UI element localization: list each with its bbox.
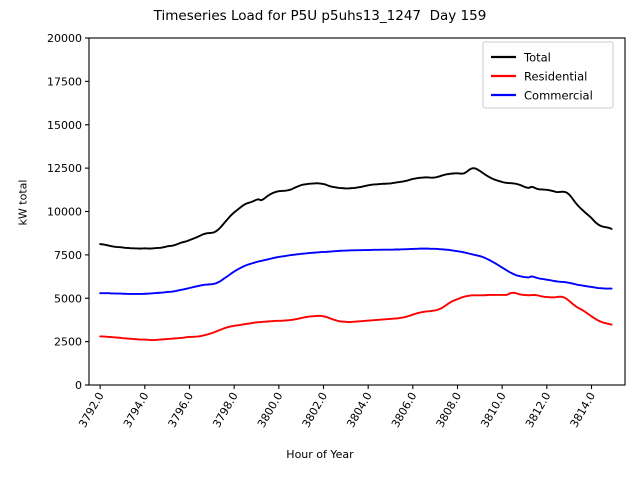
x-axis-label: Hour of Year xyxy=(286,448,354,461)
y-tick-label: 5000 xyxy=(54,292,82,305)
series-line-commercial xyxy=(99,247,613,295)
y-tick-label: 15000 xyxy=(47,119,82,132)
chart-title: Timeseries Load for P5U p5uhs13_1247 Day… xyxy=(153,8,487,24)
y-tick-label: 17500 xyxy=(47,75,82,88)
x-tick-label: 3804.0 xyxy=(344,390,375,430)
x-tick-label: 3810.0 xyxy=(478,390,509,430)
x-tick-label: 3792.0 xyxy=(76,390,107,430)
series-line-total xyxy=(99,167,613,250)
y-axis-label: kW total xyxy=(16,179,30,226)
y-tick-label: 20000 xyxy=(47,32,82,45)
legend-label-total: Total xyxy=(523,51,551,65)
x-tick-label: 3794.0 xyxy=(121,390,152,430)
x-tick-label: 3814.0 xyxy=(568,390,599,430)
x-tick-label: 3806.0 xyxy=(389,390,420,430)
x-tick-label: 3796.0 xyxy=(166,390,197,430)
y-tick-label: 7500 xyxy=(54,249,82,262)
legend-label-residential: Residential xyxy=(524,70,587,84)
x-tick-label: 3812.0 xyxy=(523,390,554,430)
legend-box xyxy=(482,41,614,109)
chart-legend: Total Residential Commercial xyxy=(482,41,614,109)
x-tick-label: 3802.0 xyxy=(300,390,331,430)
y-tick-label: 12500 xyxy=(47,162,82,175)
y-tick-label: 0 xyxy=(75,379,82,392)
x-tick-label: 3808.0 xyxy=(434,390,465,430)
legend-label-commercial: Commercial xyxy=(524,89,593,103)
y-tick-label: 2500 xyxy=(54,336,82,349)
x-tick-label: 3798.0 xyxy=(210,390,241,430)
x-tick-label: 3800.0 xyxy=(255,390,286,430)
series-line-residential xyxy=(99,291,613,342)
y-tick-label: 10000 xyxy=(47,206,82,219)
